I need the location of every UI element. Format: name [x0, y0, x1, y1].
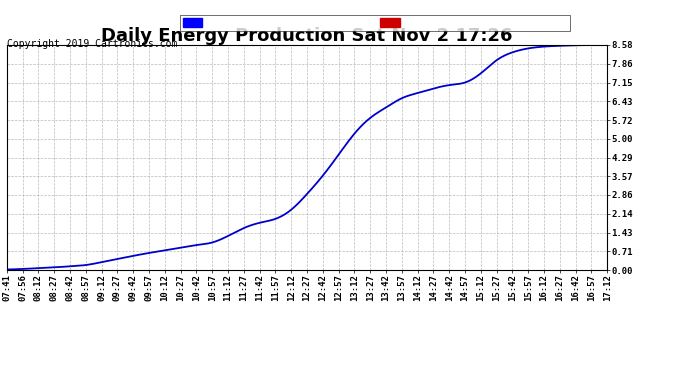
Text: Copyright 2019 Cartronics.com: Copyright 2019 Cartronics.com [7, 39, 177, 50]
Title: Daily Energy Production Sat Nov 2 17:26: Daily Energy Production Sat Nov 2 17:26 [101, 27, 513, 45]
Legend: Power Produced OffPeak  (kWh), Power Produced OnPeak  (kWh): Power Produced OffPeak (kWh), Power Prod… [180, 15, 570, 31]
